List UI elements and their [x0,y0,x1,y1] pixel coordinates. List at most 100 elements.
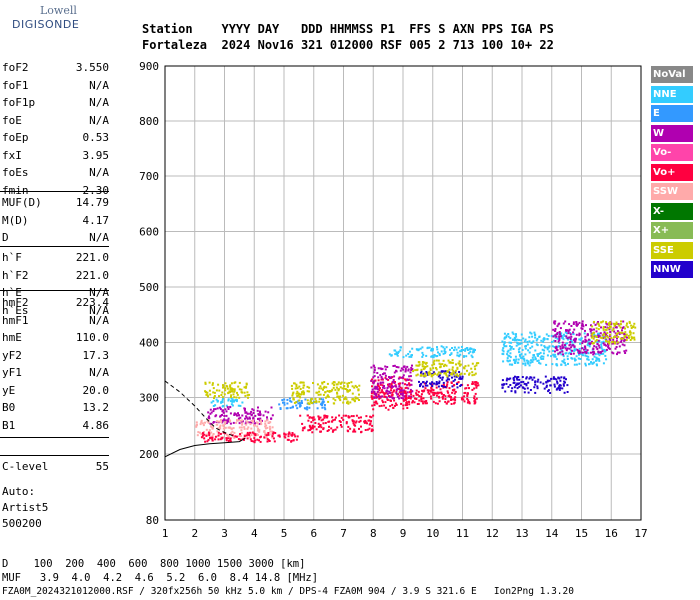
legend-item: X+ [651,222,693,239]
echo-point [533,331,536,334]
param-label: foF2 [2,61,29,74]
echo-point [295,401,298,404]
echo-point [221,437,223,440]
echo-point [473,400,476,403]
echo-point [291,432,294,434]
echo-point [463,366,466,369]
echo-point [382,391,384,394]
echo-point [548,345,551,348]
echo-point [272,437,275,440]
echo-point [564,347,567,350]
echo-point [623,350,626,353]
echo-point [451,372,453,375]
echo-point [244,407,246,410]
echo-point [569,338,572,340]
echo-point [227,437,230,440]
echo-point [610,337,613,339]
x-tick-label: 13 [515,527,528,540]
echo-point [621,343,624,346]
echo-cluster-sse [412,359,480,378]
echo-point [388,383,391,386]
echo-point [357,388,360,391]
echo-point [527,381,530,384]
echo-point [448,378,450,381]
param-row: h`F2 221.0 [2,269,109,285]
echo-point [428,346,431,349]
echo-point [387,395,390,397]
echo-point [474,392,477,395]
echo-point [224,426,227,429]
echo-point [443,371,446,374]
echo-point [578,338,581,341]
echo-point [474,372,477,375]
echo-point [468,387,470,390]
echo-point [533,376,536,379]
echo-point [403,398,405,401]
echo-point [292,439,295,442]
echo-point [534,383,537,386]
echo-point [597,336,600,338]
param-row: h`Es N/A [2,304,109,320]
echo-point [531,341,534,344]
echo-point [394,402,397,405]
echo-point [336,426,339,429]
echo-point [217,438,220,441]
echo-point [573,363,576,366]
echo-point [400,367,403,370]
echo-point [227,398,230,401]
echo-point [523,340,526,343]
echo-point [360,425,362,428]
echo-point [420,395,423,398]
echo-point [459,350,462,353]
echo-point [250,413,253,416]
echo-point [542,355,545,358]
echo-point [368,419,371,422]
echo-point [387,408,390,411]
echo-point [539,351,542,354]
echo-point [314,397,317,400]
echo-point [373,375,376,378]
echo-point [334,399,337,402]
echo-point [625,324,628,327]
echo-point [245,420,248,423]
echo-point [621,331,624,334]
echo-point [608,328,611,331]
echo-point [523,382,526,385]
echo-point [589,342,592,345]
echo-point [594,335,597,337]
param-value: N/A [89,286,109,299]
echo-point [528,377,531,380]
echo-point [552,349,554,352]
echo-point [391,391,394,394]
param-value: 4.17 [82,213,110,227]
echo-point [578,362,581,365]
echo-point [381,389,384,392]
echo-point [471,388,474,391]
echo-point [466,349,469,351]
echo-point [623,333,626,336]
echo-point [537,378,540,381]
echo-point [536,337,539,340]
echo-point [527,362,530,365]
echo-point [442,346,445,349]
echo-point [199,423,202,426]
echo-point [607,343,609,345]
echo-point [520,339,523,342]
echo-point [406,365,409,368]
echo-point [364,420,367,423]
echo-point [611,351,614,354]
echo-point [205,428,208,431]
echo-point [230,397,233,400]
echo-point [446,383,449,386]
echo-point [581,323,584,326]
echo-point [438,396,441,399]
echo-point [331,420,333,423]
echo-point [477,362,480,365]
echo-point [528,336,531,339]
echo-point [607,341,610,343]
echo-point [379,391,382,394]
echo-point [621,337,624,340]
echo-point [549,384,552,387]
echo-point [620,320,622,323]
echo-point [501,340,504,343]
